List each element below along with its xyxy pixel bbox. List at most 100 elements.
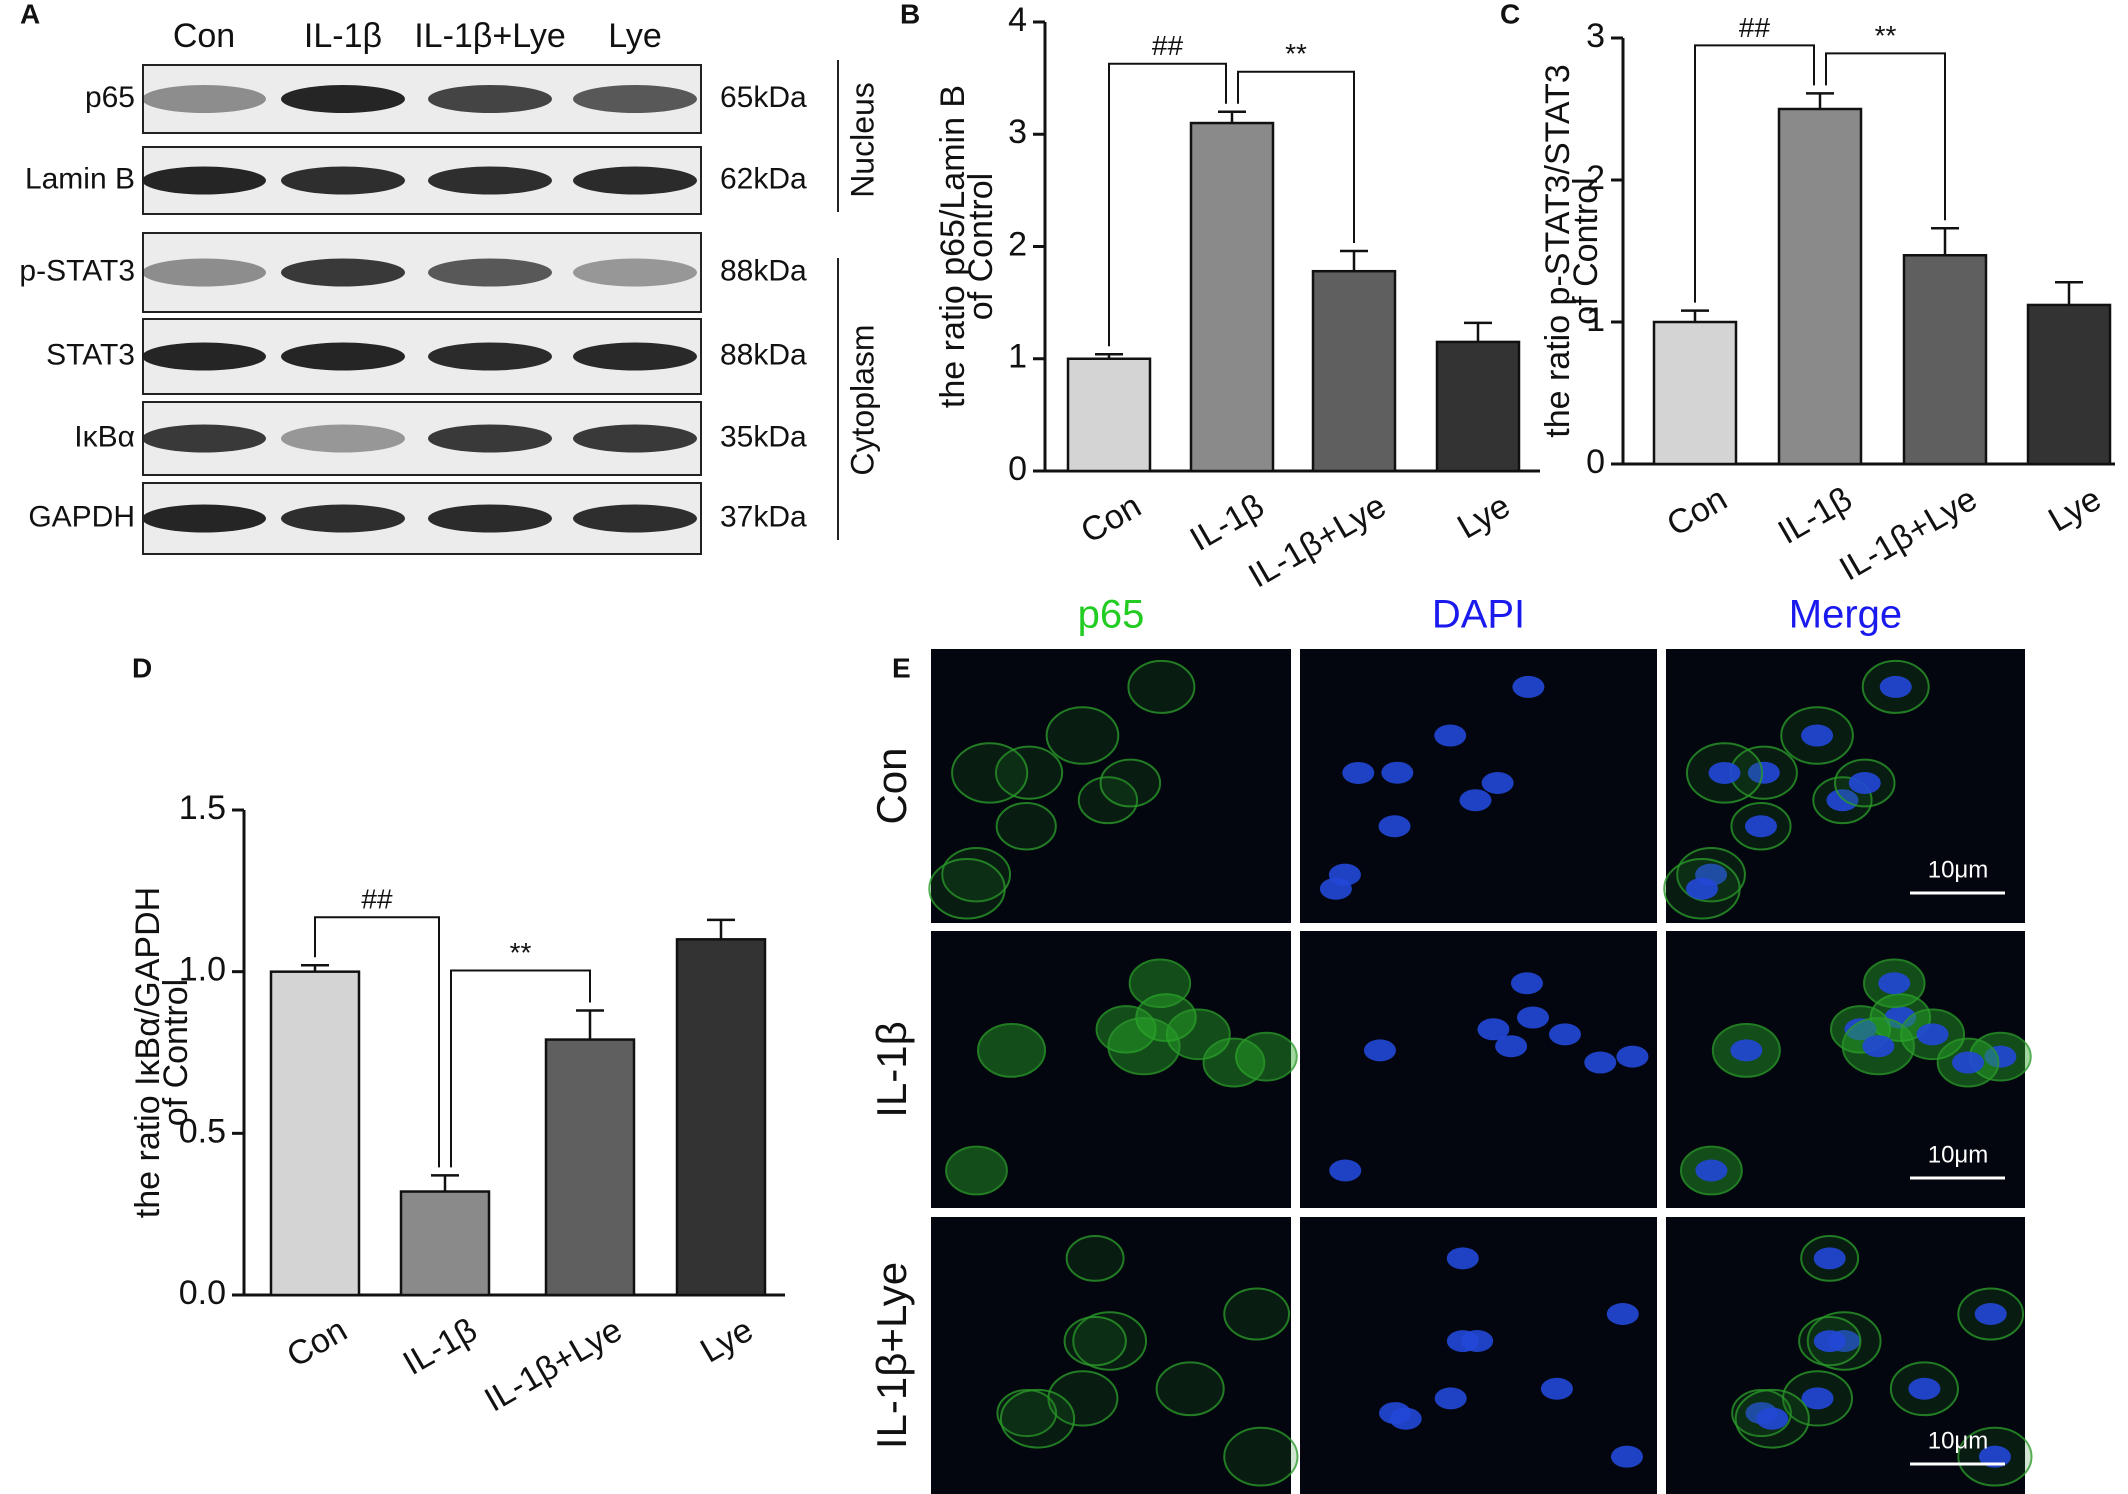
significance-bracket [1694,44,1815,303]
nucleus [1548,1023,1581,1046]
protein-label: IκBα [74,420,135,453]
micrograph [931,931,1291,1208]
cell [1202,1037,1266,1088]
significance-bracket [1108,62,1227,347]
nucleus [1446,1247,1479,1270]
cell [999,1388,1076,1449]
y-tick-label: 0 [1586,443,1605,481]
protein-label: STAT3 [46,338,135,371]
y-axis-title: the ratio IκBα/GAPDH [129,887,167,1218]
blot-band [281,504,405,533]
bar [1066,357,1152,473]
y-tick-label: 3 [1586,17,1605,55]
nucleus [1879,675,1912,698]
cell [945,1145,1008,1196]
nucleus [1584,1051,1617,1074]
error-bar [1095,353,1123,359]
y-tick-label: 1.0 [179,951,226,989]
error-bar [1681,309,1709,322]
bar [1311,269,1397,473]
x-tick-label: IL-1β [397,1311,484,1383]
blot-band [428,85,552,113]
nucleus [1747,761,1780,784]
micrograph [1300,1217,1657,1494]
error-bar [1464,321,1492,342]
x-tick-label: Con [1660,480,1733,544]
x-tick-label: IL-1β [1772,480,1859,552]
cell [1223,1426,1299,1487]
nucleus [1616,1045,1649,1068]
row-label: IL-1β [868,1021,915,1118]
error-bar [301,963,329,972]
cell [1072,1311,1148,1371]
bar [399,1190,491,1297]
y-axis-title: the ratio p-STAT3/STAT3 [1539,64,1577,438]
bar [544,1038,636,1297]
nucleus [1708,761,1741,784]
blot-band [573,424,697,453]
y-axis-title: of Control [962,173,1000,320]
error-bar [1806,92,1834,109]
error-bar [1340,249,1368,272]
panel-letter: B [900,0,920,29]
bar [1902,254,1988,466]
nucleus [1342,761,1375,784]
blot-band [573,166,697,195]
cell [977,1022,1047,1078]
scale-bar-label: 10μm [1928,1427,1989,1454]
size-label: 88kDa [720,254,807,287]
cell [1077,776,1139,825]
y-tick-label: 0.0 [179,1274,226,1312]
blot-band [142,166,266,195]
x-tick-label: IL-1β+Lye [1833,480,1983,589]
significance-label: ## [1739,12,1771,43]
cell [1063,1316,1127,1367]
cell [1045,706,1120,765]
nucleus [1481,772,1514,795]
y-tick-label: 1 [1586,301,1605,339]
nucleus [1878,972,1911,995]
blot-band [142,504,266,533]
blot-band [428,258,552,287]
cell [1127,659,1196,714]
x-tick-label: Lye [2042,480,2107,540]
nucleus [1801,724,1834,747]
significance-label: ** [1875,20,1897,51]
cell [995,745,1064,800]
blot-band [281,258,405,287]
x-tick-label: IL-1β [1184,487,1271,559]
nucleus [1606,1303,1639,1326]
bar [1189,121,1275,473]
row-label: IL-1β+Lye [868,1262,915,1449]
blot-band [142,85,266,113]
cell [1223,1287,1291,1341]
compartment-label: Nucleus [844,82,880,198]
size-label: 35kDa [720,420,807,453]
nucleus [1434,1387,1467,1410]
y-axis-title: of Control [157,979,195,1126]
nucleus [1744,815,1777,838]
nucleus [1952,1051,1985,1074]
nucleus [1813,1330,1846,1353]
nucleus [1756,1407,1789,1430]
blot-band [428,166,552,195]
nucleus [1695,1159,1728,1182]
blot-band [281,342,405,371]
nucleus [1908,1377,1941,1400]
y-tick-label: 0 [1008,450,1027,488]
lane-label: Con [173,17,235,55]
y-tick-label: 3 [1008,113,1027,151]
blot-band [428,424,552,453]
protein-label: GAPDH [28,500,135,533]
blot-band [573,85,697,113]
lane-label: Lye [608,17,662,55]
significance-label: ## [1152,30,1184,61]
y-tick-label: 2 [1586,159,1605,197]
y-axis-title: of Control [1567,177,1605,324]
x-tick-label: Lye [1451,487,1516,547]
protein-label: Lamin B [25,162,135,195]
nucleus [1540,1377,1573,1400]
panel-letter: C [1500,0,1520,29]
column-label: Merge [1789,593,1902,637]
y-axis-title: the ratio p65/Lamin B [934,85,972,408]
